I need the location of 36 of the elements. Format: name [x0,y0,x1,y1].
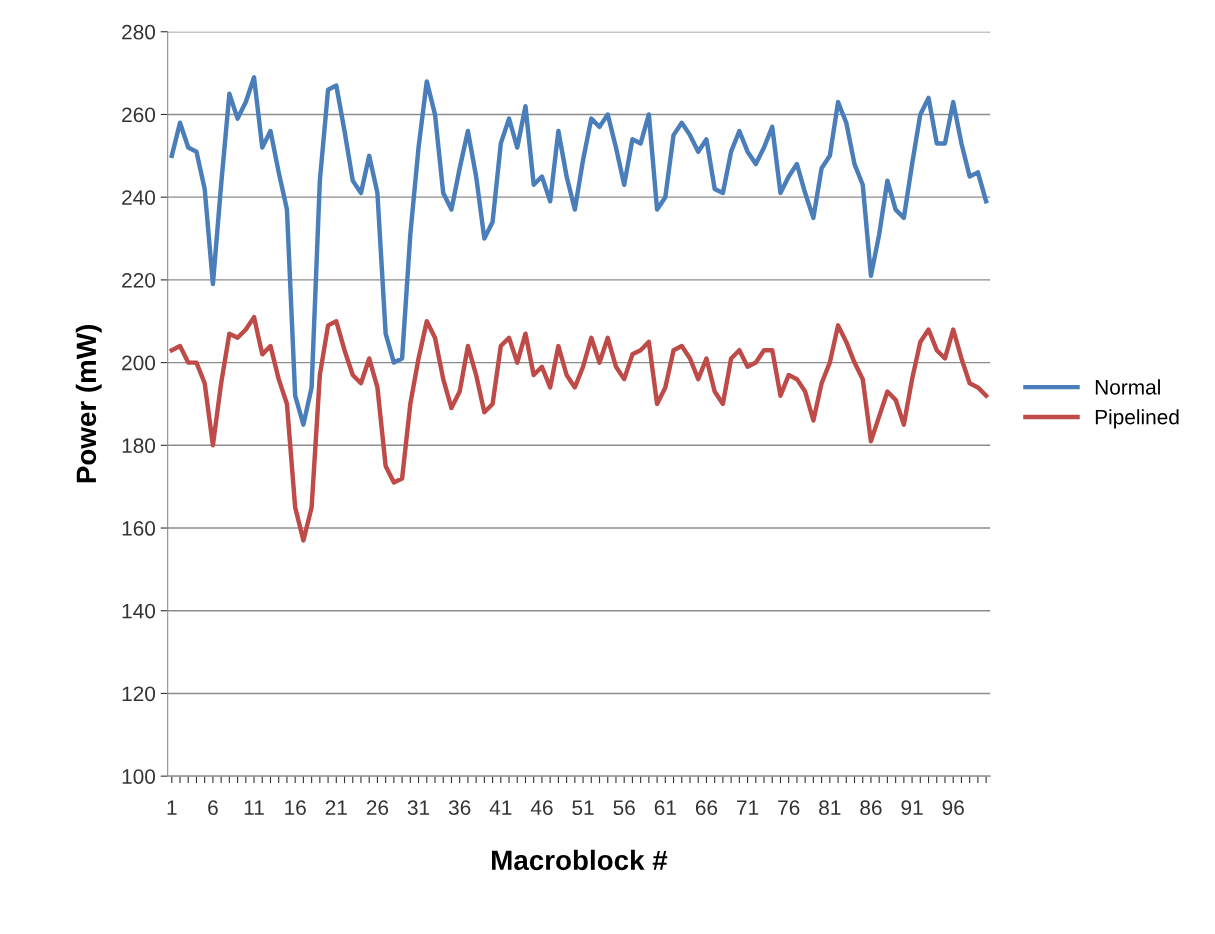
x-tick-label: 21 [325,800,347,815]
y-tick-label: 100 [122,769,156,784]
y-tick-label: 200 [122,355,156,371]
y-tick-label: 280 [122,24,156,40]
x-tick-label: 16 [285,800,306,816]
y-axis-title: Power (mW) [75,325,102,483]
x-tick-label: 11 [244,800,264,815]
y-tick-label: 160 [122,521,156,536]
x-tick-label: 76 [778,800,800,816]
legend-label: Normal [1095,379,1160,395]
y-tick-label: 260 [122,107,156,123]
y-tick-label: 240 [122,190,156,205]
x-tick-label: 86 [860,800,882,816]
x-tick-label: 36 [448,800,471,816]
x-tick-label: 46 [530,800,553,816]
x-tick-label: 96 [942,800,964,816]
x-tick-label: 91 [901,800,923,816]
x-tick-label: 1 [167,800,177,815]
y-tick-label: 120 [122,686,156,702]
x-tick-label: 51 [572,800,594,816]
legend-label: Pipelined [1095,409,1179,429]
x-tick-label: 61 [654,800,676,816]
y-tick-label: 140 [122,603,156,619]
x-tick-label: 6 [208,800,218,816]
y-tick-label: 220 [122,272,156,288]
x-tick-label: 66 [695,800,718,816]
x-tick-label: 81 [819,800,841,816]
x-tick-label: 56 [613,800,635,816]
x-tick-label: 41 [489,800,512,815]
line-series [169,75,989,427]
x-axis-title: Macroblock # [492,849,668,871]
y-tick-label: 180 [122,438,156,454]
x-tick-label: 71 [737,800,759,815]
line-series [169,314,989,543]
x-tick-label: 26 [366,800,389,816]
x-tick-label: 31 [407,800,430,816]
